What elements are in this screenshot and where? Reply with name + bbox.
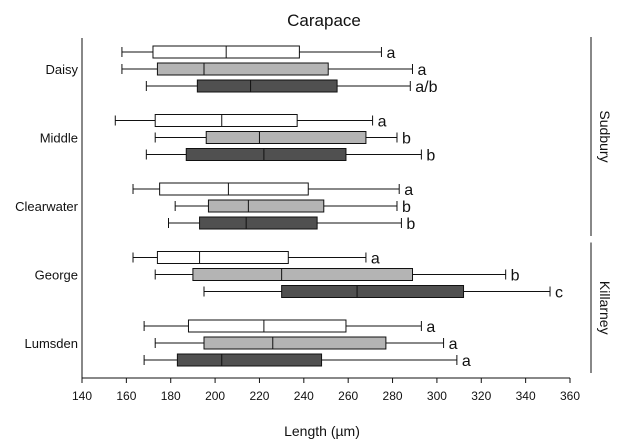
box-clearwater-1-letter-label: a bbox=[404, 182, 413, 199]
box-lumsden-1-iqr bbox=[187, 319, 347, 333]
x-tick-label-300: 300 bbox=[427, 389, 447, 403]
box-middle-1-iqr bbox=[154, 114, 298, 127]
group-label-daisy: Daisy bbox=[45, 62, 78, 77]
group-label-george: George bbox=[35, 268, 78, 283]
box-george-3-iqr bbox=[281, 285, 465, 298]
x-tick-label-140: 140 bbox=[72, 389, 92, 403]
box-middle-2-letter-label: b bbox=[402, 131, 411, 148]
box-lumsden-2-letter-label: a bbox=[449, 336, 458, 353]
x-tick-label-280: 280 bbox=[383, 389, 403, 403]
x-tick-label-180: 180 bbox=[161, 389, 181, 403]
box-clearwater-2-letter-label: b bbox=[402, 199, 411, 216]
box-daisy-2-letter-label: a bbox=[418, 62, 427, 79]
box-daisy-2-iqr bbox=[156, 62, 329, 76]
group-label-middle: Middle bbox=[40, 131, 78, 146]
x-tick-label-240: 240 bbox=[294, 389, 314, 403]
x-tick-label-360: 360 bbox=[560, 389, 580, 403]
group-label-lumsden: Lumsden bbox=[25, 336, 78, 351]
region-label-sudbury: Sudbury bbox=[597, 110, 613, 162]
box-daisy-3-letter-label: a/b bbox=[415, 79, 437, 96]
box-clearwater-3-iqr bbox=[199, 216, 318, 230]
box-middle-1-letter-label: a bbox=[378, 114, 387, 131]
box-lumsden-3-iqr bbox=[176, 353, 323, 367]
x-tick-label-200: 200 bbox=[205, 389, 225, 403]
x-tick-label-320: 320 bbox=[471, 389, 491, 403]
x-tick-label-340: 340 bbox=[516, 389, 536, 403]
chart-title: Carapace bbox=[287, 11, 361, 30]
box-clearwater-3-letter-label: b bbox=[406, 216, 415, 233]
x-axis: 140 160 180 200 220 240 260 280 300 320 340 360 bbox=[72, 378, 580, 403]
group-label-clearwater: Clearwater bbox=[15, 199, 79, 214]
box-middle-2-iqr bbox=[205, 131, 367, 144]
box-clearwater-2-iqr bbox=[207, 199, 325, 213]
box-daisy-1-letter-label: a bbox=[386, 45, 395, 62]
box-george-1-iqr bbox=[156, 251, 289, 264]
x-tick-label-260: 260 bbox=[338, 389, 358, 403]
box-daisy-3-iqr bbox=[196, 79, 338, 93]
box-middle-3-letter-label: b bbox=[426, 148, 435, 165]
box-george-3-letter-label: c bbox=[555, 285, 563, 302]
x-tick-label-160: 160 bbox=[116, 389, 136, 403]
box-lumsden-2-iqr bbox=[203, 336, 387, 350]
x-tick-label-220: 220 bbox=[249, 389, 269, 403]
box-clearwater-1-iqr bbox=[159, 182, 309, 196]
x-axis-label: Length (µm) bbox=[284, 423, 360, 439]
region-brackets: Sudbury Killarney bbox=[590, 37, 613, 373]
box-middle-3-iqr bbox=[185, 148, 347, 161]
box-lumsden-3-letter-label: a bbox=[462, 353, 471, 370]
plot-area: Daisyaaa/bMiddleabbClearwaterabbGeorgeab… bbox=[15, 45, 563, 370]
box-lumsden-1-letter-label: a bbox=[426, 319, 435, 336]
box-george-2-iqr bbox=[192, 268, 414, 281]
box-george-1-letter-label: a bbox=[371, 251, 380, 268]
region-label-killarney: Killarney bbox=[597, 281, 613, 335]
box-george-2-letter-label: b bbox=[511, 268, 520, 285]
